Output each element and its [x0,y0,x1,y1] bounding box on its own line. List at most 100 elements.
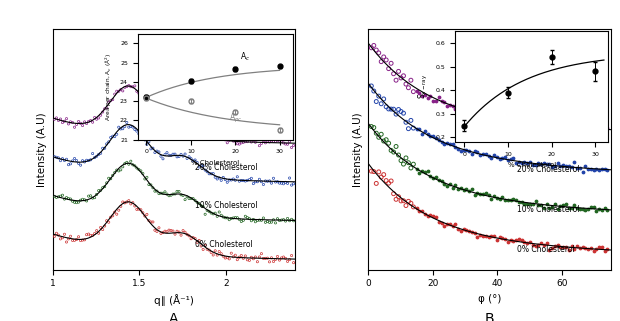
Point [486,234,496,239]
Point [160,117,170,123]
Point [252,137,262,142]
Point [414,208,424,213]
Point [286,217,296,222]
Point [508,155,518,160]
Point [100,106,110,111]
Point [206,171,216,176]
Point [108,134,118,139]
Point [561,202,571,207]
Point [564,164,574,169]
Point [220,256,230,261]
Point [126,84,136,89]
Point [497,155,507,160]
Point [154,225,164,230]
Point [168,152,178,157]
Point [420,128,430,134]
Point [242,215,252,220]
Point [71,122,81,127]
Point [112,89,122,94]
Y-axis label: Intensity (A.U): Intensity (A.U) [37,112,47,187]
Point [206,250,216,255]
Point [246,139,256,144]
Point [194,238,204,243]
Point [597,245,607,250]
Point [50,234,60,239]
Point [597,167,607,172]
Point [567,243,577,248]
Point [212,136,222,142]
Point [285,257,294,262]
Point [286,183,296,188]
Point [122,120,131,125]
Point [423,131,433,136]
Point [265,220,275,225]
Point [84,119,94,124]
Point [542,119,552,125]
Point [506,237,516,242]
Point [249,138,259,143]
Point [389,71,399,76]
Point [196,243,206,248]
Point [281,256,291,261]
Point [192,160,202,165]
Point [436,139,446,144]
Point [182,194,192,199]
Point [212,253,222,258]
Point [431,215,441,220]
Point [134,167,144,172]
Point [384,181,394,186]
Point [495,117,505,122]
Point [100,184,110,189]
Point [102,180,112,186]
Point [285,176,294,181]
Point [190,123,200,128]
Point [178,193,188,198]
Point [448,186,458,191]
Point [140,213,150,219]
Point [162,150,172,155]
Point [136,168,146,173]
Point [575,128,585,133]
Point [87,195,97,201]
Point [522,160,532,166]
Point [484,115,494,120]
Point [156,154,166,159]
Point [558,163,568,168]
Point [210,248,220,253]
Point [132,165,142,170]
Point [61,239,71,245]
Point [453,226,463,231]
Point [176,233,186,238]
Point [110,91,120,97]
Point [98,227,108,232]
Point [186,196,196,201]
Point [224,138,234,143]
Point [270,220,280,225]
Point [428,175,438,180]
Point [394,107,404,112]
Point [399,73,409,78]
Point [273,138,283,143]
Point [92,192,102,197]
Point [168,119,178,124]
Point [95,225,105,230]
Point [204,171,214,176]
Point [56,236,66,241]
Point [281,180,291,185]
Point [544,205,554,210]
Point [150,189,160,194]
Point [176,192,186,197]
Point [63,121,73,126]
Point [464,228,474,233]
Point [536,240,546,245]
Y-axis label: Intensity (A.U): Intensity (A.U) [353,112,363,187]
Point [594,244,604,249]
Point [160,152,170,157]
Text: 10% Cholesterol: 10% Cholesterol [517,205,580,214]
Point [210,211,220,216]
Point [116,167,126,172]
Point [228,138,238,143]
Point [369,169,379,174]
Point [66,119,76,125]
Point [285,218,294,223]
